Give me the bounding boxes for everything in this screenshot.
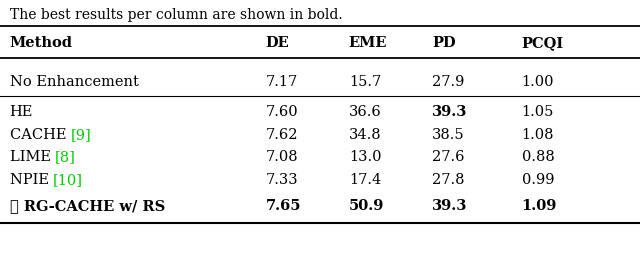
- Text: 27.9: 27.9: [432, 75, 465, 89]
- Text: ★ RG-CACHE w/ RS: ★ RG-CACHE w/ RS: [10, 199, 165, 213]
- Text: 38.5: 38.5: [432, 128, 465, 142]
- Text: 27.8: 27.8: [432, 173, 465, 187]
- Text: HE: HE: [10, 105, 33, 119]
- Text: DE: DE: [266, 36, 289, 50]
- Text: [9]: [9]: [71, 128, 92, 142]
- Text: 15.7: 15.7: [349, 75, 381, 89]
- Text: 7.62: 7.62: [266, 128, 298, 142]
- Text: Method: Method: [10, 36, 72, 50]
- Text: 1.09: 1.09: [522, 199, 557, 213]
- Text: No Enhancement: No Enhancement: [10, 75, 138, 89]
- Text: 0.99: 0.99: [522, 173, 554, 187]
- Text: [8]: [8]: [55, 150, 76, 164]
- Text: 17.4: 17.4: [349, 173, 381, 187]
- Text: 39.3: 39.3: [432, 105, 467, 119]
- Text: 50.9: 50.9: [349, 199, 384, 213]
- Text: EME: EME: [349, 36, 387, 50]
- Text: 34.8: 34.8: [349, 128, 381, 142]
- Text: CACHE: CACHE: [10, 128, 71, 142]
- Text: 7.65: 7.65: [266, 199, 301, 213]
- Text: PCQI: PCQI: [522, 36, 564, 50]
- Text: 1.08: 1.08: [522, 128, 554, 142]
- Text: [10]: [10]: [53, 173, 83, 187]
- Text: 27.6: 27.6: [432, 150, 465, 164]
- Text: 39.3: 39.3: [432, 199, 467, 213]
- Text: The best results per column are shown in bold.: The best results per column are shown in…: [10, 8, 342, 22]
- Text: 13.0: 13.0: [349, 150, 381, 164]
- Text: NPIE: NPIE: [10, 173, 53, 187]
- Text: 36.6: 36.6: [349, 105, 381, 119]
- Text: 7.17: 7.17: [266, 75, 298, 89]
- Text: 1.05: 1.05: [522, 105, 554, 119]
- Text: 7.60: 7.60: [266, 105, 298, 119]
- Text: 1.00: 1.00: [522, 75, 554, 89]
- Text: PD: PD: [432, 36, 456, 50]
- Text: 0.88: 0.88: [522, 150, 554, 164]
- Text: LIME: LIME: [10, 150, 55, 164]
- Text: 7.33: 7.33: [266, 173, 298, 187]
- Text: 7.08: 7.08: [266, 150, 298, 164]
